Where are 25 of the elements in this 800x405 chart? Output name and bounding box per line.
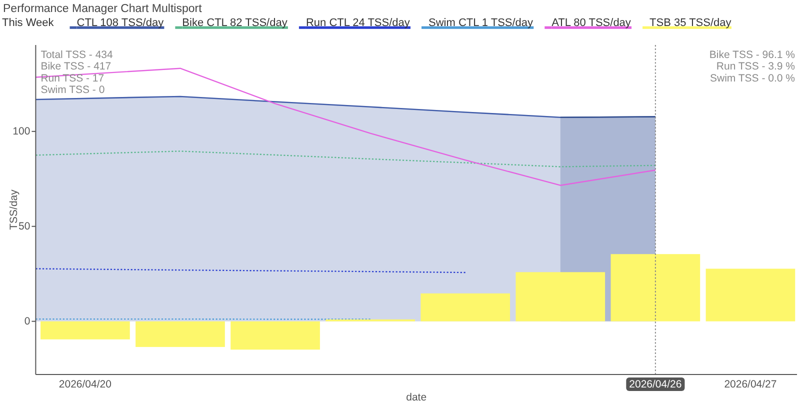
bar (230, 321, 320, 350)
ref-line-label: 2026/04/26 (629, 378, 682, 390)
y-tick-label: 0 (24, 315, 30, 328)
legend-label: Bike CTL 82 TSS/day (182, 17, 288, 29)
bar (40, 321, 130, 340)
y-tick-label: 100 (12, 125, 30, 138)
legend-label: Swim CTL 1 TSS/day (428, 17, 534, 29)
y-axis-title: TSS/day (8, 188, 20, 230)
chart-title: Performance Manager Chart Multisport (3, 3, 203, 15)
bar (420, 293, 510, 322)
y-tick-label: 50 (18, 220, 30, 232)
legend-label: TSB 35 TSS/day (650, 17, 732, 29)
bar (706, 268, 796, 322)
x-axis-title: date (406, 392, 427, 404)
line-series (36, 150, 656, 168)
legend-label: CTL 108 TSS/day (76, 17, 164, 29)
bar (136, 321, 225, 347)
bar (516, 272, 606, 322)
x-tick-label: 2026/04/27 (724, 378, 777, 390)
x-tick-label: 2026/04/20 (58, 378, 112, 390)
legend-title: This Week (2, 17, 54, 29)
legend-label: Run CTL 24 TSS/day (306, 17, 410, 29)
bar (610, 254, 700, 322)
annotation: Bike TSS - 96.1 % Run TSS - 3.9 % Swim TSS - 0.0 % (709, 49, 795, 84)
legend-label: ATL 80 TSS/day (552, 17, 632, 29)
